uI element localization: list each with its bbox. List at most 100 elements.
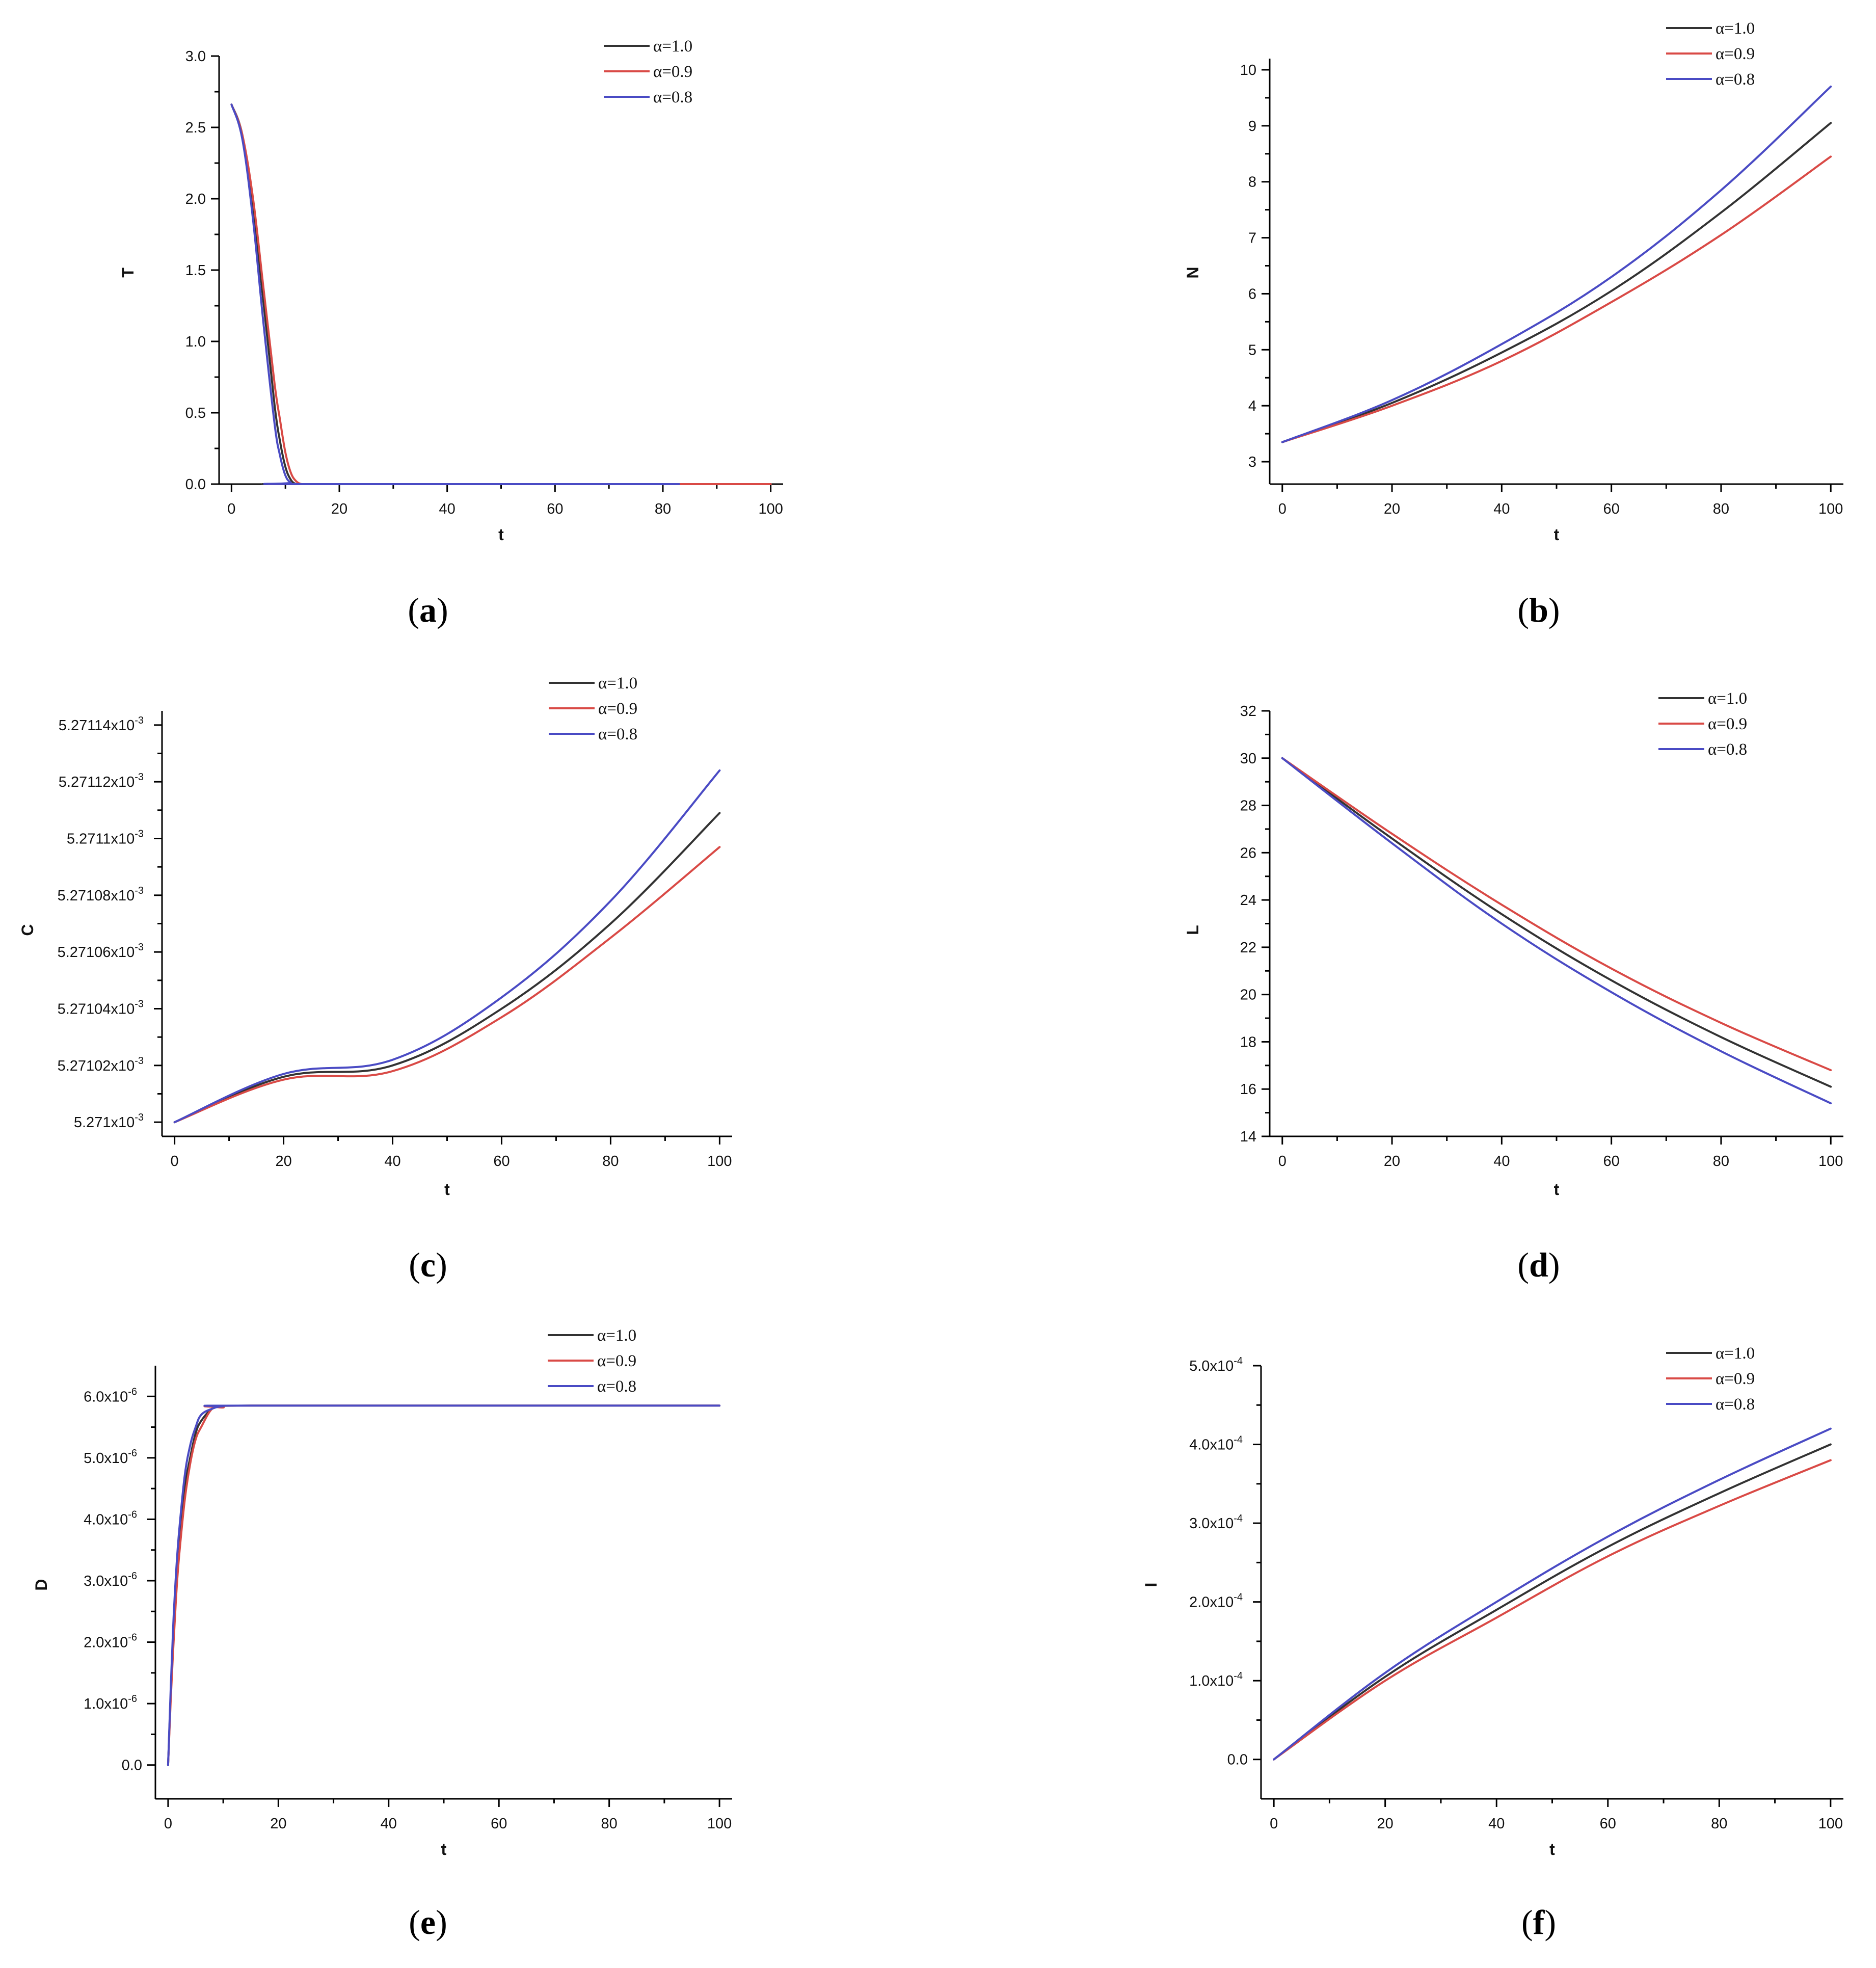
x-tick-label: 20 bbox=[331, 501, 347, 517]
y-tick-exponent: -4 bbox=[1234, 1434, 1243, 1446]
y-axis-label: T bbox=[119, 268, 137, 278]
y-tick-label: 5.27104x10-3 bbox=[58, 999, 144, 1018]
x-tick-label: 60 bbox=[1603, 1153, 1620, 1169]
x-tick-label: 20 bbox=[1377, 1816, 1393, 1832]
caption-paren-open: ( bbox=[408, 591, 419, 629]
y-tick-exponent: -3 bbox=[135, 715, 144, 726]
legend-entry: α=0.8 bbox=[1716, 70, 1755, 89]
caption-paren-close: ) bbox=[437, 591, 448, 629]
y-tick-label: 22 bbox=[1240, 940, 1256, 956]
legend-entry: α=0.9 bbox=[1716, 45, 1755, 63]
caption-paren-open: ( bbox=[409, 1245, 420, 1284]
x-axis-label: t bbox=[1554, 1180, 1560, 1199]
x-tick-label: 60 bbox=[1603, 501, 1620, 517]
series-line-1 bbox=[1281, 122, 1832, 443]
legend-entry: α=1.0 bbox=[1716, 19, 1755, 38]
x-tick-label: 80 bbox=[1713, 1153, 1729, 1169]
series-line-3 bbox=[1281, 85, 1832, 443]
y-tick-exponent: -6 bbox=[128, 1693, 137, 1705]
y-tick-exponent: -4 bbox=[1234, 1355, 1243, 1367]
caption-paren-open: ( bbox=[409, 1903, 420, 1942]
y-tick-label: 10 bbox=[1240, 62, 1256, 78]
chart-panel-c: 0 20 40 60 80 100 5.271x10-3 5.27102x10-3 5.2710… bbox=[18, 674, 732, 1284]
x-tick-label: 40 bbox=[1488, 1816, 1505, 1832]
y-tick-label: 1.0x10-4 bbox=[1189, 1670, 1243, 1689]
legend-entry: α=0.9 bbox=[1708, 715, 1747, 733]
x-tick-label: 100 bbox=[1818, 501, 1843, 517]
legend-entry: α=1.0 bbox=[653, 37, 692, 56]
series-line-3 bbox=[230, 103, 680, 486]
caption-paren-close: ) bbox=[436, 1903, 447, 1942]
legend-entry: α=1.0 bbox=[1708, 689, 1747, 708]
x-tick-label: 20 bbox=[275, 1153, 291, 1169]
x-tick-label: 80 bbox=[602, 1153, 619, 1169]
y-tick-exponent: -3 bbox=[135, 1112, 144, 1123]
y-tick-label: 2.0x10-6 bbox=[84, 1632, 137, 1651]
legend-entry: α=1.0 bbox=[597, 1326, 636, 1345]
x-tick-label: 0 bbox=[171, 1153, 179, 1169]
y-tick-label: 3 bbox=[1248, 454, 1256, 470]
x-tick-label: 80 bbox=[1713, 501, 1729, 517]
y-axis-label: N bbox=[1184, 267, 1202, 278]
panel-caption: (a) bbox=[408, 591, 448, 629]
x-axis-label: t bbox=[498, 525, 504, 544]
y-tick-exponent: -3 bbox=[135, 885, 144, 896]
y-tick-label: 9 bbox=[1248, 118, 1256, 135]
y-tick-label: 8 bbox=[1248, 174, 1256, 191]
y-tick-exponent: -3 bbox=[135, 1055, 144, 1067]
x-tick-label: 80 bbox=[655, 501, 671, 517]
y-tick-exponent: -3 bbox=[135, 942, 144, 953]
x-tick-label: 40 bbox=[1493, 501, 1510, 517]
caption-letter: b bbox=[1529, 591, 1548, 629]
panel-caption: (d) bbox=[1517, 1245, 1560, 1284]
chart-panel-d: 0 20 40 60 80 100 14 16 18 20 22 24 26 28 30 32 t Lα=1.0 α… bbox=[1184, 689, 1843, 1284]
y-tick-label: 30 bbox=[1240, 751, 1256, 767]
y-tick-label: 2.0x10-4 bbox=[1189, 1592, 1243, 1611]
y-tick-label: 5.27114x10-3 bbox=[59, 715, 144, 734]
legend-entry: α=0.8 bbox=[1716, 1395, 1755, 1414]
x-tick-label: 20 bbox=[270, 1816, 286, 1832]
legend-entry: α=0.8 bbox=[598, 725, 637, 743]
x-tick-label: 40 bbox=[1493, 1153, 1510, 1169]
series-line-3 bbox=[1273, 1427, 1832, 1761]
y-tick-label: 32 bbox=[1240, 703, 1256, 720]
y-axis-label: I bbox=[1142, 1583, 1160, 1587]
x-tick-label: 100 bbox=[1818, 1816, 1843, 1832]
series-line-3 bbox=[1281, 757, 1832, 1105]
series-line-2 bbox=[167, 1404, 721, 1766]
y-tick-label: 3.0x10-6 bbox=[84, 1571, 137, 1589]
panel-caption: (c) bbox=[409, 1245, 447, 1284]
series-line-2 bbox=[230, 103, 772, 486]
x-tick-label: 100 bbox=[707, 1153, 732, 1169]
panel-caption: (b) bbox=[1517, 591, 1560, 629]
y-tick-label: 26 bbox=[1240, 845, 1256, 861]
y-tick-exponent: -4 bbox=[1234, 1670, 1243, 1682]
caption-paren-close: ) bbox=[1544, 1903, 1556, 1942]
y-tick-exponent: -3 bbox=[135, 772, 144, 783]
y-tick-label: 5.2711x10-3 bbox=[67, 829, 144, 847]
x-tick-label: 100 bbox=[707, 1816, 732, 1832]
y-tick-label: 7 bbox=[1248, 230, 1256, 247]
y-tick-exponent: -6 bbox=[128, 1448, 137, 1459]
y-tick-label: 3.0x10-4 bbox=[1189, 1513, 1243, 1532]
y-tick-exponent: -4 bbox=[1234, 1592, 1243, 1603]
y-tick-label: 28 bbox=[1240, 798, 1256, 814]
x-tick-label: 0 bbox=[1278, 1153, 1287, 1169]
chart-panel-b: 0 20 40 60 80 100 3 4 5 6 7 8 9 10 t Nα=1.0 α=0.9 α=0.8 (b… bbox=[1184, 19, 1843, 629]
caption-letter: c bbox=[420, 1245, 436, 1284]
y-tick-label: 4 bbox=[1248, 398, 1256, 414]
x-tick-label: 100 bbox=[758, 501, 783, 517]
y-axis-label: C bbox=[18, 924, 37, 936]
x-tick-label: 60 bbox=[491, 1816, 507, 1832]
y-tick-label: 5.27112x10-3 bbox=[59, 772, 144, 790]
y-tick-label: 16 bbox=[1240, 1081, 1256, 1098]
legend-entry: α=1.0 bbox=[598, 674, 637, 693]
caption-paren-close: ) bbox=[1548, 1245, 1560, 1284]
legend-entry: α=0.9 bbox=[598, 700, 637, 718]
caption-paren-close: ) bbox=[1548, 591, 1560, 629]
y-tick-label: 14 bbox=[1240, 1129, 1256, 1145]
caption-paren-open: ( bbox=[1521, 1903, 1533, 1942]
series-line-3 bbox=[173, 769, 721, 1124]
y-tick-label: 0.5 bbox=[185, 405, 206, 421]
